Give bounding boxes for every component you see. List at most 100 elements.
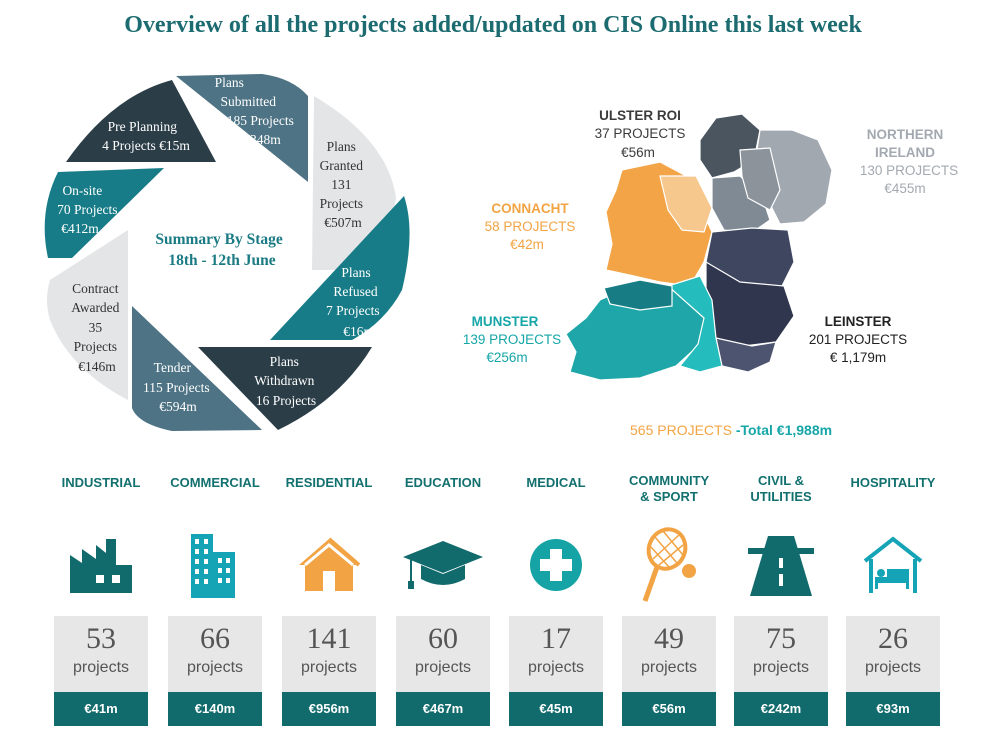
- plans-submitted-line2: Submitted: [221, 94, 277, 109]
- project-count: 26: [878, 622, 908, 655]
- project-unit: projects: [300, 659, 358, 676]
- sector-residential: RESIDENTIAL 141 projects €956m: [282, 470, 376, 726]
- contract-awarded-line5: €146m: [78, 359, 116, 374]
- project-unit: projects: [864, 659, 922, 676]
- count-box: 49 projects: [622, 616, 716, 692]
- road-icon: [734, 524, 828, 606]
- sector-label: COMMUNITY & SPORT: [629, 473, 710, 504]
- on-site-line1: On-site: [62, 183, 102, 198]
- sector-medical: MEDICAL 17 projects €45m: [509, 470, 603, 726]
- ulster-name: ULSTER ROI: [599, 108, 681, 123]
- project-unit: projects: [640, 659, 698, 676]
- ni-value: €455m: [884, 181, 925, 196]
- count-box: 60 projects: [396, 616, 490, 692]
- sector-value: €56m: [622, 692, 716, 726]
- munster-projects: 139 PROJECTS: [463, 332, 561, 347]
- project-count: 75: [766, 622, 796, 655]
- svg-text:Pre Planning 4 Projects: Pre Planning 4 Projects €15m: [102, 119, 190, 153]
- contract-awarded-line2: Awarded: [71, 300, 119, 315]
- plans-granted-line2: Granted: [320, 158, 364, 173]
- contract-awarded-line3: 35: [89, 320, 103, 335]
- plans-refused-line2: Refused: [333, 284, 377, 299]
- pre-planning-line2: 4 Projects €15m: [102, 138, 190, 153]
- map-connacht-east: [659, 175, 713, 233]
- medical-cross-icon: [509, 524, 603, 606]
- sector-value: €45m: [509, 692, 603, 726]
- segment-plans-withdrawn: [198, 347, 372, 430]
- segment-plans-refused: [270, 196, 410, 340]
- count-box: 17 projects: [509, 616, 603, 692]
- tender-line1: Tender: [154, 360, 192, 375]
- on-site-line3: €412m: [61, 221, 99, 236]
- count-box: 26 projects: [846, 616, 940, 692]
- total-projects: 565 PROJECTS: [630, 422, 732, 438]
- tender-line3: €594m: [159, 399, 197, 414]
- connacht-name: CONNACHT: [491, 201, 569, 216]
- plans-withdrawn-line3: 16 Projects: [256, 393, 316, 408]
- munster-value: €256m: [486, 350, 527, 365]
- tennis-racket-icon: [622, 524, 716, 606]
- plans-refused-line1: Plans: [341, 265, 370, 280]
- hotel-bed-icon: [846, 524, 940, 606]
- project-count: 141: [306, 622, 352, 655]
- munster-name: MUNSTER: [472, 314, 539, 329]
- segment-on-site: [44, 168, 164, 258]
- plans-granted-line3: 131: [331, 177, 351, 192]
- segment-contract-awarded: [47, 230, 128, 400]
- sector-hospitality: HOSPITALITY 26 projects €93m: [846, 470, 940, 726]
- plans-withdrawn-line1: Plans: [270, 354, 299, 369]
- project-unit: projects: [72, 659, 130, 676]
- stage-wheel: Plans Submitted 185 Projects €348m Plans…: [44, 74, 410, 431]
- count-box: 53 projects: [54, 616, 148, 692]
- plans-refused-line4: €16m: [343, 324, 374, 339]
- factory-icon: [54, 524, 148, 606]
- region-labels: ULSTER ROI 37 PROJECTS €56m NORTHERN IRE…: [463, 108, 958, 365]
- project-unit: projects: [186, 659, 244, 676]
- ulster-value: €56m: [621, 145, 655, 160]
- map-munster-east: [666, 275, 723, 373]
- leinster-projects: 201 PROJECTS: [809, 332, 907, 347]
- sector-label: INDUSTRIAL: [61, 475, 141, 490]
- leinster-value: € 1,179m: [830, 350, 886, 365]
- plans-submitted-line4: €348m: [243, 132, 281, 147]
- sector-label: HOSPITALITY: [850, 475, 936, 490]
- page-title: Overview of all the projects added/updat…: [124, 12, 862, 38]
- segment-plans-granted: [312, 96, 396, 270]
- svg-text:Plans Refused 7 Pr: Plans Refused 7 Projects €16m: [326, 265, 383, 339]
- svg-text:Plans Granted 131: Plans Granted 131 Projects €507m: [320, 139, 367, 230]
- segment-plans-submitted: [176, 74, 308, 182]
- plans-granted-line5: €507m: [324, 215, 362, 230]
- map-ni-west: [739, 147, 781, 211]
- ni-name-1: NORTHERN: [867, 127, 944, 142]
- map-munster-north: [603, 279, 673, 311]
- ireland-map: [565, 113, 833, 381]
- project-count: 53: [86, 622, 116, 655]
- count-box: 66 projects: [168, 616, 262, 692]
- plans-submitted-line1: Plans: [215, 75, 244, 90]
- on-site-line2: 70 Projects: [57, 202, 117, 217]
- count-box: 75 projects: [734, 616, 828, 692]
- sector-label: COMMERCIAL: [170, 475, 260, 490]
- project-count: 17: [541, 622, 571, 655]
- pre-planning-line1: Pre Planning: [108, 119, 178, 134]
- svg-text:On-site 70 Projects: On-site 70 Projects €412m: [57, 183, 121, 236]
- sector-value: €956m: [282, 692, 376, 726]
- sector-industrial: INDUSTRIAL 53 projects €41m: [54, 470, 148, 726]
- sector-education: EDUCATION 60 projects €467m: [396, 470, 490, 726]
- plans-submitted-line3: 185 Projects: [227, 113, 294, 128]
- connacht-value: €42m: [510, 237, 544, 252]
- segment-tender: [132, 306, 262, 431]
- summary-dates: 18th - 12th June: [168, 252, 275, 269]
- connacht-projects: 58 PROJECTS: [485, 219, 576, 234]
- ni-name-2: IRELAND: [875, 145, 935, 160]
- graduation-cap-icon: [396, 524, 490, 606]
- contract-awarded-line1: Contract: [72, 281, 119, 296]
- sector-label: EDUCATION: [404, 475, 482, 490]
- contract-awarded-line4: Projects: [74, 339, 118, 354]
- sector-label: RESIDENTIAL: [285, 475, 373, 490]
- project-count: 49: [654, 622, 684, 655]
- total-line: 565 PROJECTS -Total €1,988m: [630, 422, 832, 438]
- project-unit: projects: [414, 659, 472, 676]
- svg-text:Plans Submitted 18: Plans Submitted 185 Projects €348m: [215, 75, 298, 147]
